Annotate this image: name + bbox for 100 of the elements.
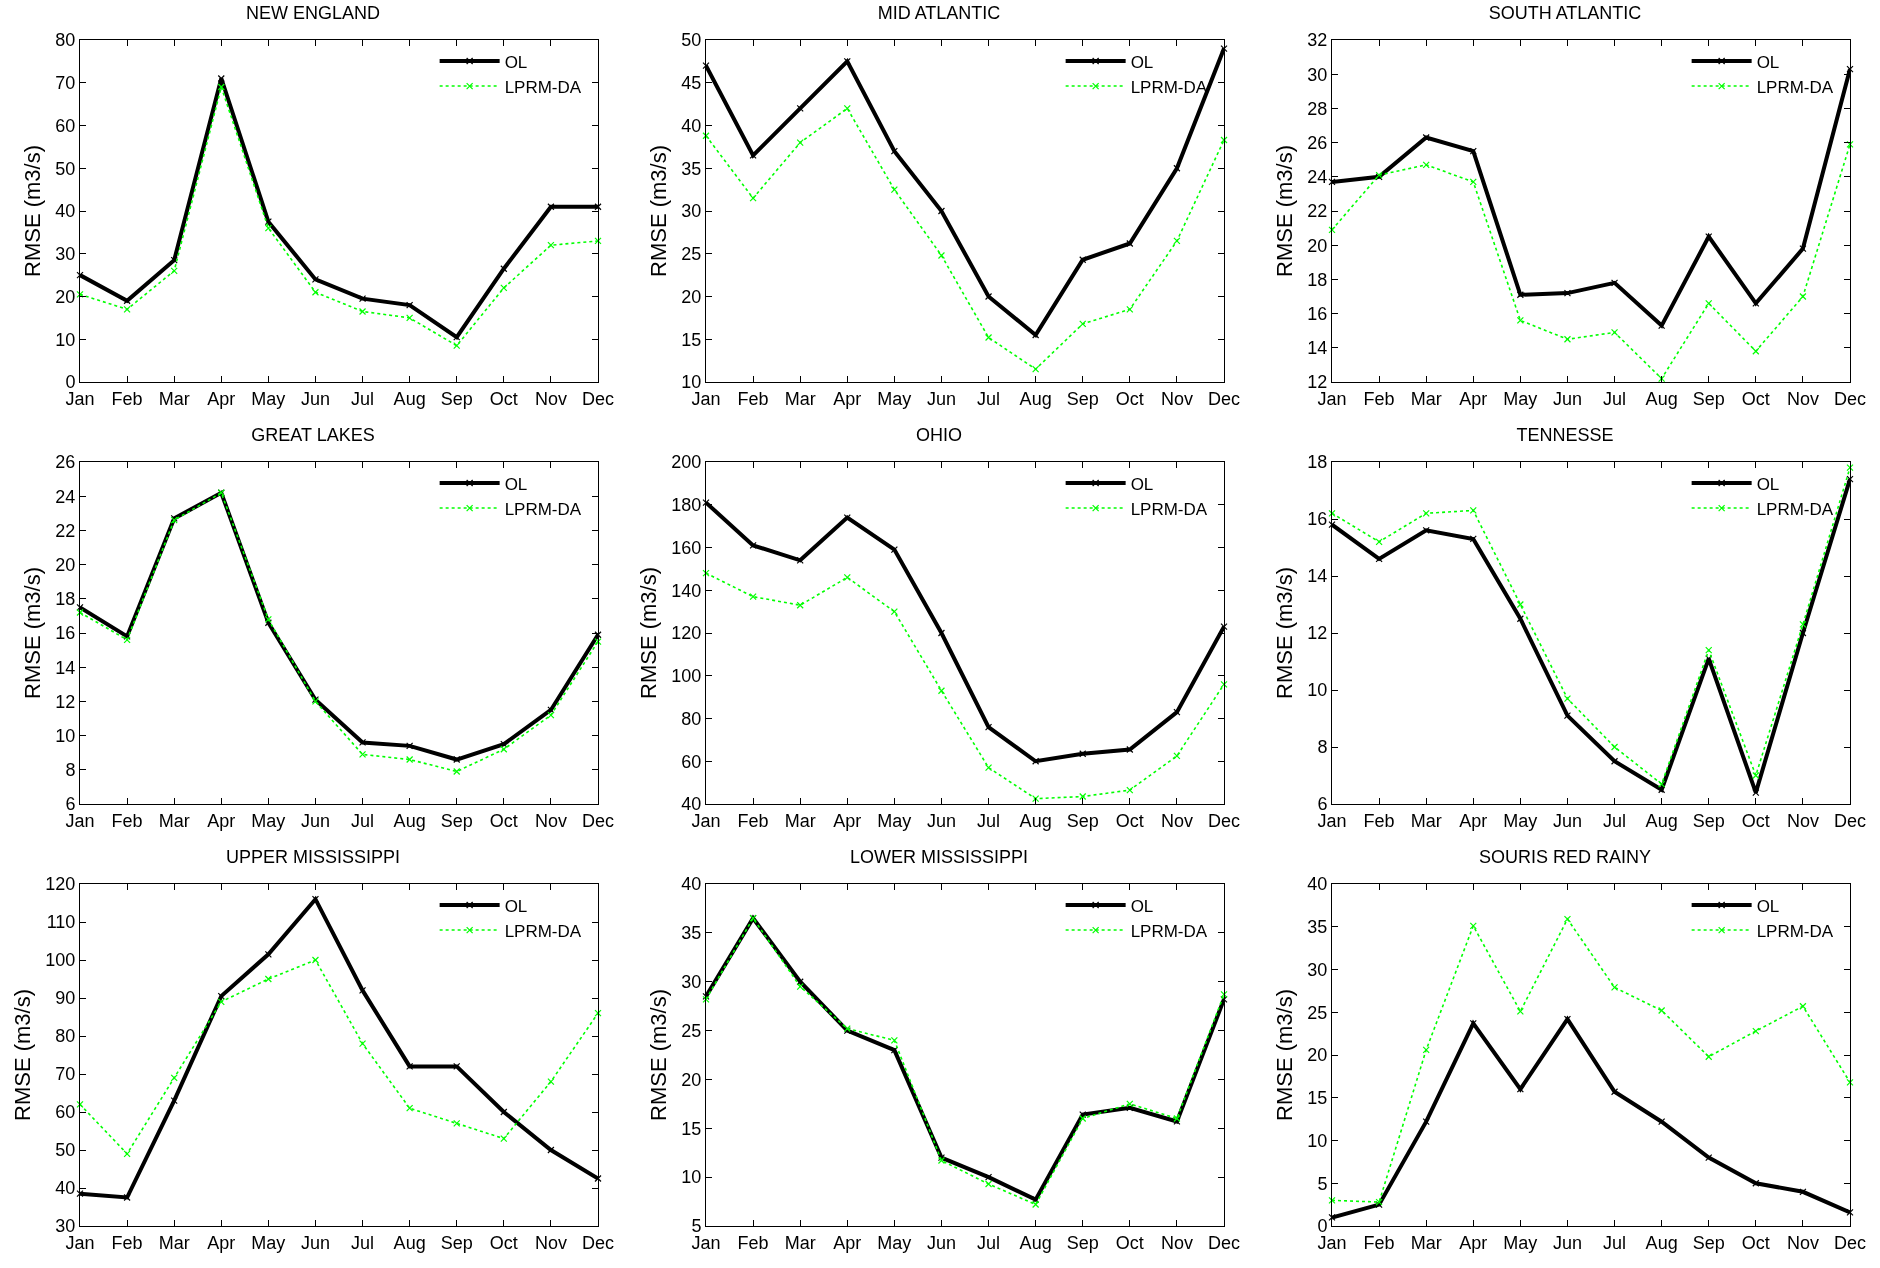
y-tick-label: 12 — [1307, 623, 1328, 644]
x-tick-label: Feb — [111, 388, 143, 409]
x-tick-label: Jun — [300, 810, 330, 831]
y-tick-label: 8 — [1317, 737, 1328, 758]
x-tick-label: Nov — [534, 810, 567, 831]
x-tick-label: Oct — [1741, 810, 1770, 831]
legend-label: OL — [1756, 474, 1780, 494]
y-axis-title: RMSE (m3/s) — [646, 145, 672, 277]
x-tick-label: Dec — [1833, 1232, 1867, 1253]
y-tick-label: 24 — [55, 486, 76, 507]
x-tick-label: Dec — [1207, 810, 1241, 831]
x-tick-label: Oct — [1741, 1232, 1770, 1253]
y-tick-label: 18 — [1307, 269, 1328, 290]
y-tick-label: 8 — [65, 760, 76, 781]
y-tick-label: 18 — [1307, 452, 1328, 473]
legend-label: LPRM-DA — [504, 499, 582, 519]
y-tick-label: 30 — [681, 972, 702, 993]
y-tick-label: 14 — [1307, 338, 1328, 359]
y-tick-label: 40 — [681, 874, 702, 895]
y-tick-label: 90 — [55, 988, 76, 1009]
x-tick-label: Feb — [1363, 810, 1395, 831]
legend-label: LPRM-DA — [1130, 499, 1208, 519]
y-tick-label: 14 — [55, 657, 76, 678]
x-tick-label: Feb — [111, 1232, 143, 1253]
x-tick-label: Feb — [111, 810, 143, 831]
x-tick-label: Sep — [440, 1232, 473, 1253]
x-tick-label: Apr — [1459, 388, 1488, 409]
y-tick-label: 12 — [55, 691, 76, 712]
chart-title: SOURIS RED RAINY — [1478, 846, 1652, 867]
chart-title: NEW ENGLAND — [245, 2, 381, 23]
legend-label: OL — [1130, 52, 1154, 72]
legend-label: LPRM-DA — [1130, 921, 1208, 941]
x-tick-label: Mar — [158, 1232, 190, 1253]
x-tick-label: May — [1503, 1232, 1538, 1253]
y-tick-label: 16 — [1307, 303, 1328, 324]
legend-label: LPRM-DA — [504, 77, 582, 97]
y-tick-label: 35 — [681, 158, 702, 179]
y-tick-label: 40 — [681, 115, 702, 136]
y-tick-label: 20 — [681, 1069, 702, 1090]
y-axis-title: RMSE (m3/s) — [20, 567, 46, 699]
x-tick-label: Sep — [1066, 388, 1099, 409]
y-tick-label: 50 — [55, 1140, 76, 1161]
y-tick-label: 10 — [55, 725, 76, 746]
y-tick-label: 25 — [681, 244, 702, 265]
x-tick-label: Jun — [926, 810, 956, 831]
y-tick-label: 180 — [671, 495, 702, 516]
x-tick-label: Nov — [1160, 388, 1193, 409]
x-tick-label: Aug — [1019, 810, 1052, 831]
x-tick-label: May — [1503, 388, 1538, 409]
x-tick-label: Aug — [1645, 388, 1678, 409]
x-tick-label: Sep — [1692, 388, 1725, 409]
x-tick-label: Apr — [207, 388, 236, 409]
x-tick-label: Feb — [737, 810, 769, 831]
y-tick-label: 80 — [55, 30, 76, 51]
y-tick-label: 10 — [1307, 1130, 1328, 1151]
x-tick-label: Jun — [1552, 1232, 1582, 1253]
legend-label: LPRM-DA — [1756, 499, 1834, 519]
x-tick-label: Jun — [300, 388, 330, 409]
y-tick-label: 15 — [1307, 1088, 1328, 1109]
x-tick-label: Feb — [737, 1232, 769, 1253]
y-tick-label: 100 — [45, 950, 76, 971]
x-tick-label: Nov — [1786, 810, 1819, 831]
x-tick-label: Oct — [1115, 388, 1144, 409]
legend-label: LPRM-DA — [1130, 77, 1208, 97]
x-tick-label: Sep — [1692, 1232, 1725, 1253]
x-tick-label: Apr — [207, 810, 236, 831]
y-tick-label: 70 — [55, 1064, 76, 1085]
x-tick-label: Apr — [1459, 810, 1488, 831]
x-tick-label: Dec — [1833, 388, 1867, 409]
x-tick-label: Jul — [977, 810, 1001, 831]
x-tick-label: Aug — [1019, 1232, 1052, 1253]
legend-label: LPRM-DA — [504, 921, 582, 941]
x-tick-label: Dec — [581, 1232, 615, 1253]
x-tick-label: Mar — [158, 388, 190, 409]
y-tick-label: 100 — [671, 666, 702, 687]
x-tick-label: Nov — [1160, 1232, 1193, 1253]
y-axis-title: RMSE (m3/s) — [10, 989, 36, 1121]
x-tick-label: Apr — [833, 388, 862, 409]
x-tick-label: Aug — [1019, 388, 1052, 409]
x-tick-label: May — [251, 810, 286, 831]
y-axis-title: RMSE (m3/s) — [636, 567, 662, 699]
y-tick-label: 200 — [671, 452, 702, 473]
y-tick-label: 50 — [681, 30, 702, 51]
x-tick-label: Mar — [784, 388, 816, 409]
x-tick-label: Aug — [1645, 810, 1678, 831]
y-axis-title: RMSE (m3/s) — [1272, 145, 1298, 277]
x-tick-label: Oct — [1741, 388, 1770, 409]
y-tick-label: 40 — [55, 1178, 76, 1199]
y-tick-label: 14 — [1307, 566, 1328, 587]
y-tick-label: 32 — [1307, 30, 1328, 51]
x-tick-label: Oct — [1115, 1232, 1144, 1253]
y-tick-label: 26 — [55, 452, 76, 473]
y-tick-label: 140 — [671, 580, 702, 601]
y-tick-label: 16 — [1307, 509, 1328, 530]
x-tick-label: Jul — [351, 1232, 375, 1253]
y-tick-label: 24 — [1307, 167, 1328, 188]
x-tick-label: Feb — [1363, 388, 1395, 409]
x-tick-label: Mar — [784, 810, 816, 831]
chart-title: OHIO — [915, 424, 963, 445]
x-tick-label: Jul — [351, 810, 375, 831]
